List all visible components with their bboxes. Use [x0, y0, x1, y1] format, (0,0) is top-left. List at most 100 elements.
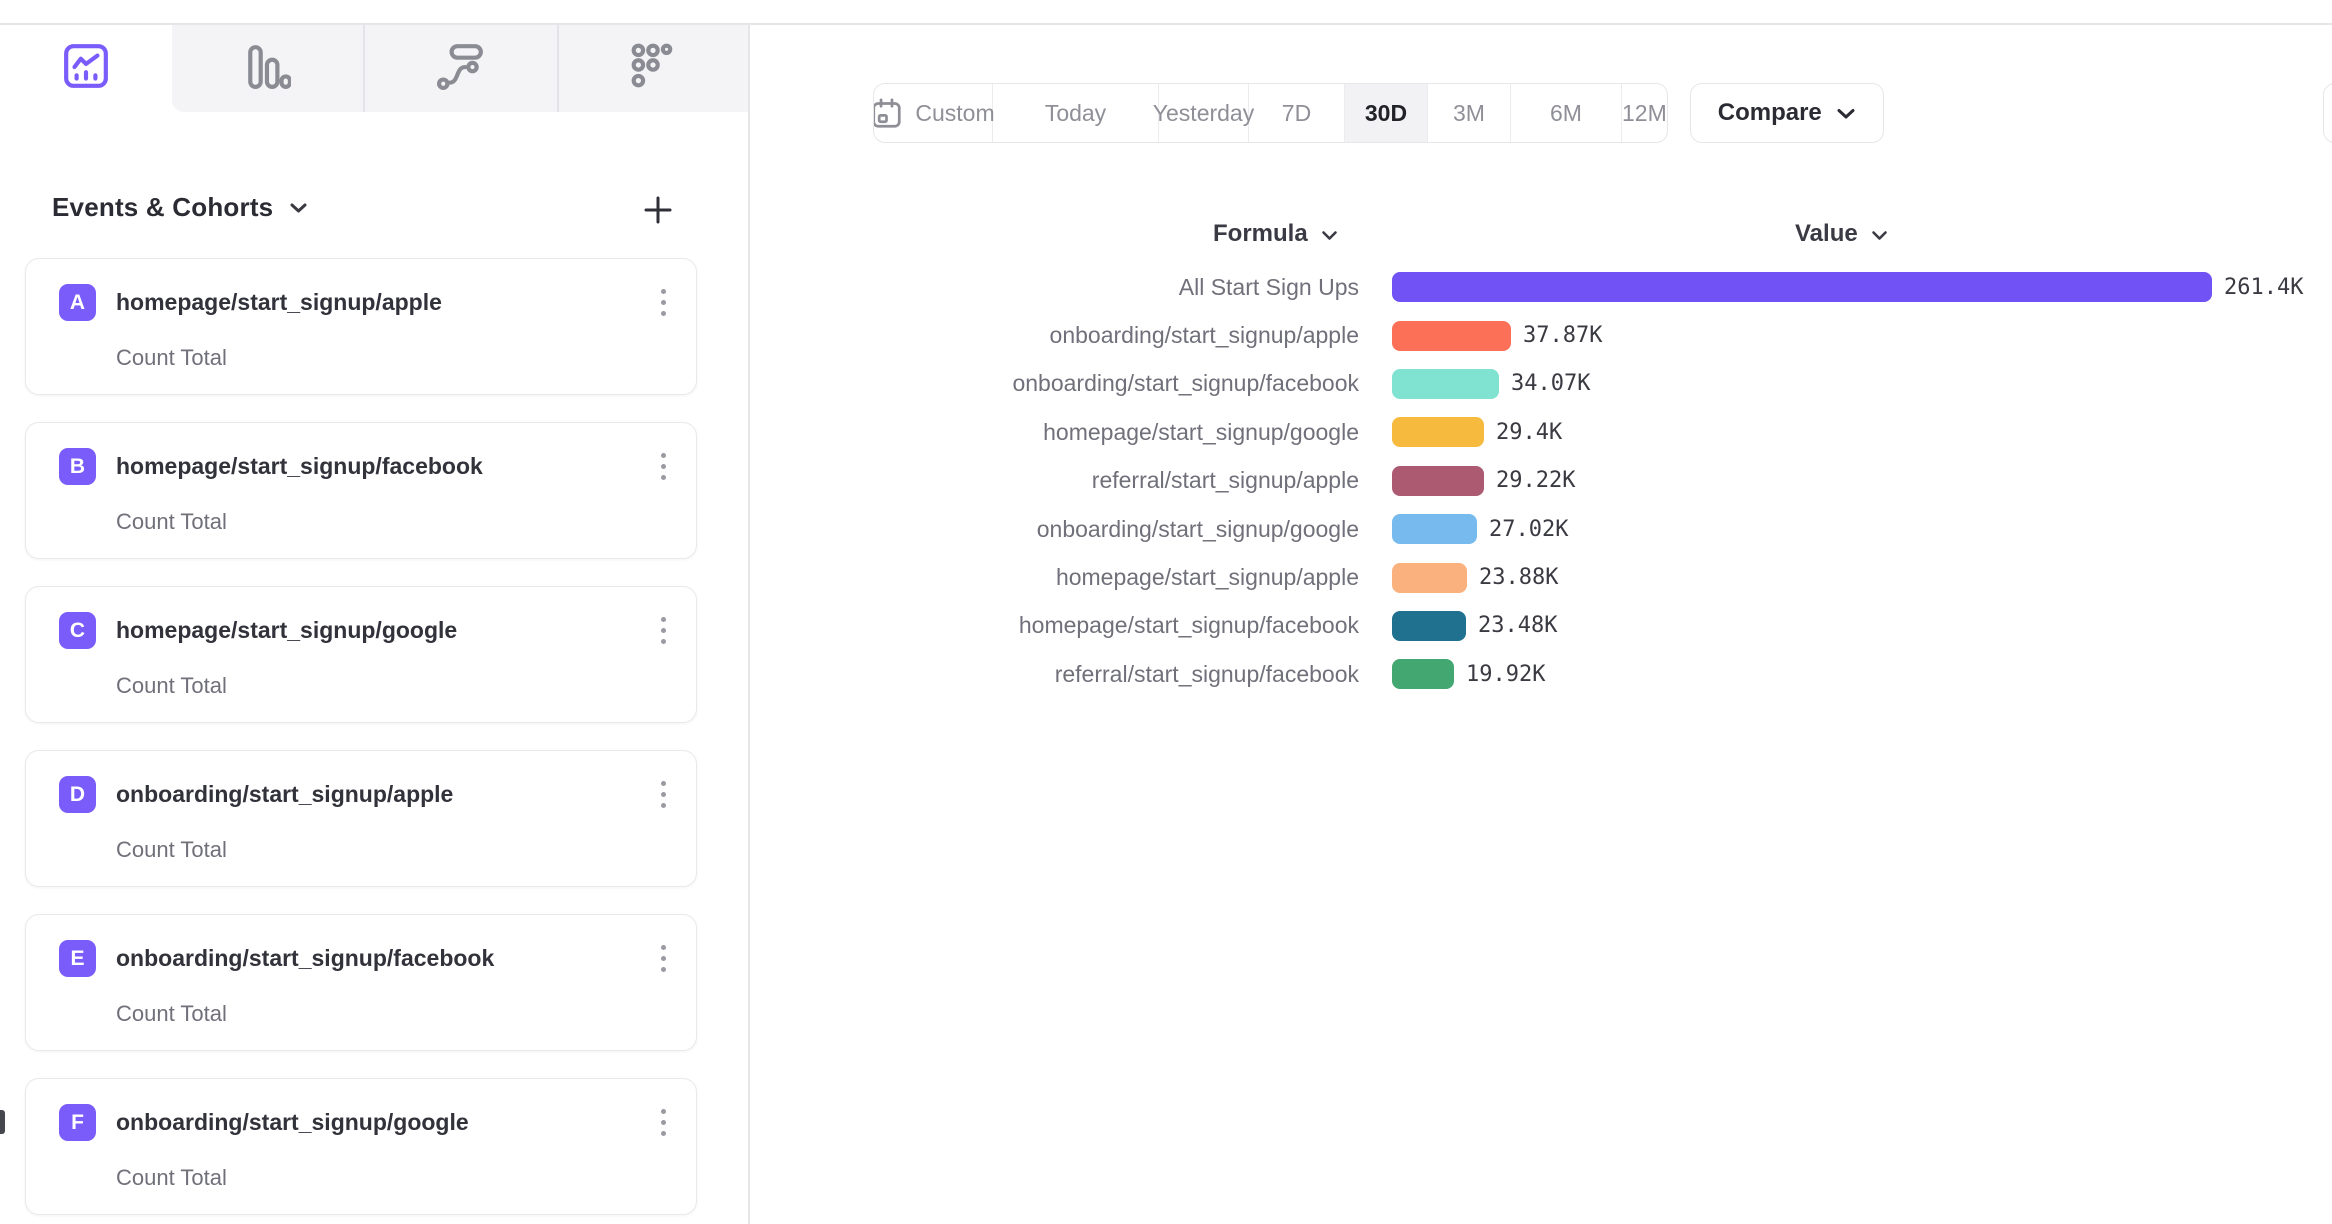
- kebab-menu-icon[interactable]: [655, 449, 672, 484]
- chart-row-label[interactable]: onboarding/start_signup/facebook: [1012, 370, 1359, 397]
- date-range-segmented-control: Custom Today Yesterday 7D 30D 3M: [873, 83, 1668, 143]
- chart-row-value: 23.88K: [1479, 565, 1559, 591]
- event-metric[interactable]: Count Total: [116, 1165, 227, 1190]
- chart-row: referral/start_signup/apple 29.22K: [760, 457, 2303, 505]
- event-card[interactable]: F onboarding/start_signup/google Count T…: [25, 1078, 697, 1215]
- event-name[interactable]: homepage/start_signup/google: [116, 617, 458, 643]
- event-metric[interactable]: Count Total: [116, 673, 227, 698]
- sidebar-title[interactable]: Events & Cohorts: [52, 192, 274, 222]
- calendar-icon: [873, 97, 902, 130]
- chart-row-value: 29.4K: [1496, 419, 1563, 445]
- event-name[interactable]: onboarding/start_signup/google: [116, 1109, 469, 1135]
- date-range-label: 30D: [1364, 99, 1408, 126]
- event-card-row: C homepage/start_signup/google: [59, 612, 672, 649]
- event-metric[interactable]: Count Total: [116, 509, 227, 534]
- event-badge: D: [59, 776, 96, 813]
- chart-row-label[interactable]: homepage/start_signup/facebook: [1018, 612, 1359, 639]
- date-range-option[interactable]: Custom: [873, 84, 995, 142]
- clipped-edge-element: [0, 1110, 5, 1134]
- chart-row-label[interactable]: onboarding/start_signup/apple: [1049, 322, 1359, 349]
- tab-funnels[interactable]: [172, 25, 363, 112]
- chevron-down-icon[interactable]: [289, 202, 308, 214]
- date-range-label: 12M: [1622, 99, 1667, 126]
- add-event-button[interactable]: [636, 190, 680, 234]
- chart-row-label[interactable]: homepage/start_signup/google: [1043, 418, 1359, 445]
- event-card-row: A homepage/start_signup/apple: [59, 284, 672, 321]
- event-card[interactable]: B homepage/start_signup/facebook Count T…: [25, 422, 697, 559]
- value-bar[interactable]: [1392, 562, 1467, 593]
- value-bar[interactable]: [1392, 320, 1511, 351]
- event-metric[interactable]: Count Total: [116, 1001, 227, 1026]
- kebab-menu-icon[interactable]: [655, 613, 672, 648]
- date-range-option[interactable]: 7D: [1249, 84, 1345, 142]
- date-range-label: Custom: [915, 99, 995, 126]
- bar-chart: All Start Sign Ups 261.4K onboarding/sta…: [760, 263, 2303, 699]
- event-name[interactable]: onboarding/start_signup/apple: [116, 781, 454, 807]
- tab-flows[interactable]: [364, 25, 557, 112]
- date-range-option[interactable]: 3M: [1428, 84, 1511, 142]
- chevron-down-icon: [1871, 220, 1888, 248]
- event-badge: B: [59, 448, 96, 485]
- value-bar[interactable]: [1392, 659, 1454, 690]
- event-list: A homepage/start_signup/apple Count Tota…: [25, 258, 697, 1215]
- chart-row-label[interactable]: All Start Sign Ups: [1178, 273, 1359, 300]
- clipped-button[interactable]: [2323, 83, 2332, 143]
- date-range-option[interactable]: 12M: [1622, 84, 1667, 142]
- chart-row: homepage/start_signup/google 29.4K: [760, 408, 2303, 456]
- chart-row-value: 37.87K: [1523, 323, 1603, 349]
- date-range-option[interactable]: Today: [993, 84, 1159, 142]
- compare-label: Compare: [1717, 99, 1822, 126]
- event-card[interactable]: E onboarding/start_signup/facebook Count…: [25, 914, 697, 1051]
- event-name[interactable]: onboarding/start_signup/facebook: [116, 945, 495, 971]
- chart-row-value: 19.92K: [1466, 661, 1546, 687]
- compare-button[interactable]: Compare: [1689, 83, 1884, 143]
- value-bar[interactable]: [1392, 272, 2212, 303]
- event-card[interactable]: D onboarding/start_signup/apple Count To…: [25, 750, 697, 887]
- kebab-menu-icon[interactable]: [655, 941, 672, 976]
- event-card-row: E onboarding/start_signup/facebook: [59, 940, 672, 977]
- date-range-option[interactable]: 30D: [1345, 84, 1428, 142]
- chart-row-label[interactable]: homepage/start_signup/apple: [1055, 564, 1359, 591]
- formula-column-header[interactable]: Formula: [1213, 220, 1338, 248]
- line-chart-icon: [63, 42, 109, 95]
- chart-row-value: 34.07K: [1511, 371, 1591, 397]
- event-name[interactable]: homepage/start_signup/apple: [116, 289, 442, 315]
- value-bar[interactable]: [1392, 610, 1466, 641]
- event-badge: F: [59, 1104, 96, 1141]
- value-column-header[interactable]: Value: [1795, 220, 1888, 248]
- event-metric[interactable]: Count Total: [116, 837, 227, 862]
- sidebar-header: Events & Cohorts: [52, 192, 308, 223]
- chart-row-value: 261.4K: [2224, 274, 2304, 300]
- chart-row-label[interactable]: referral/start_signup/facebook: [1054, 660, 1359, 687]
- kebab-menu-icon[interactable]: [655, 285, 672, 320]
- chevron-down-icon: [1321, 220, 1338, 248]
- bar-chart-icon: [245, 42, 292, 95]
- tab-insights[interactable]: [0, 25, 172, 112]
- event-name[interactable]: homepage/start_signup/facebook: [116, 453, 483, 479]
- value-bar[interactable]: [1392, 368, 1499, 399]
- top-divider: [0, 23, 2332, 25]
- value-bar[interactable]: [1392, 417, 1484, 448]
- kebab-menu-icon[interactable]: [655, 777, 672, 812]
- date-range-option[interactable]: 6M: [1511, 84, 1622, 142]
- date-range-option[interactable]: Yesterday: [1153, 84, 1254, 142]
- chart-row-label[interactable]: referral/start_signup/apple: [1091, 467, 1359, 494]
- report-type-tabs: [0, 25, 748, 112]
- value-bar[interactable]: [1392, 514, 1477, 545]
- event-card[interactable]: C homepage/start_signup/google Count Tot…: [25, 586, 697, 723]
- value-header-label: Value: [1795, 220, 1858, 247]
- event-badge: A: [59, 284, 96, 321]
- chart-row-label[interactable]: onboarding/start_signup/google: [1036, 515, 1359, 542]
- tab-retention[interactable]: [558, 25, 748, 112]
- chart-row: onboarding/start_signup/facebook 34.07K: [760, 360, 2303, 408]
- chart-row-value: 29.22K: [1496, 468, 1576, 494]
- retention-icon: [629, 42, 677, 95]
- tab-divider: [557, 25, 559, 112]
- kebab-menu-icon[interactable]: [655, 1105, 672, 1140]
- tab-divider: [363, 25, 365, 112]
- event-metric[interactable]: Count Total: [116, 345, 227, 370]
- value-bar[interactable]: [1392, 465, 1484, 496]
- event-card-row: D onboarding/start_signup/apple: [59, 776, 672, 813]
- event-card[interactable]: A homepage/start_signup/apple Count Tota…: [25, 258, 697, 395]
